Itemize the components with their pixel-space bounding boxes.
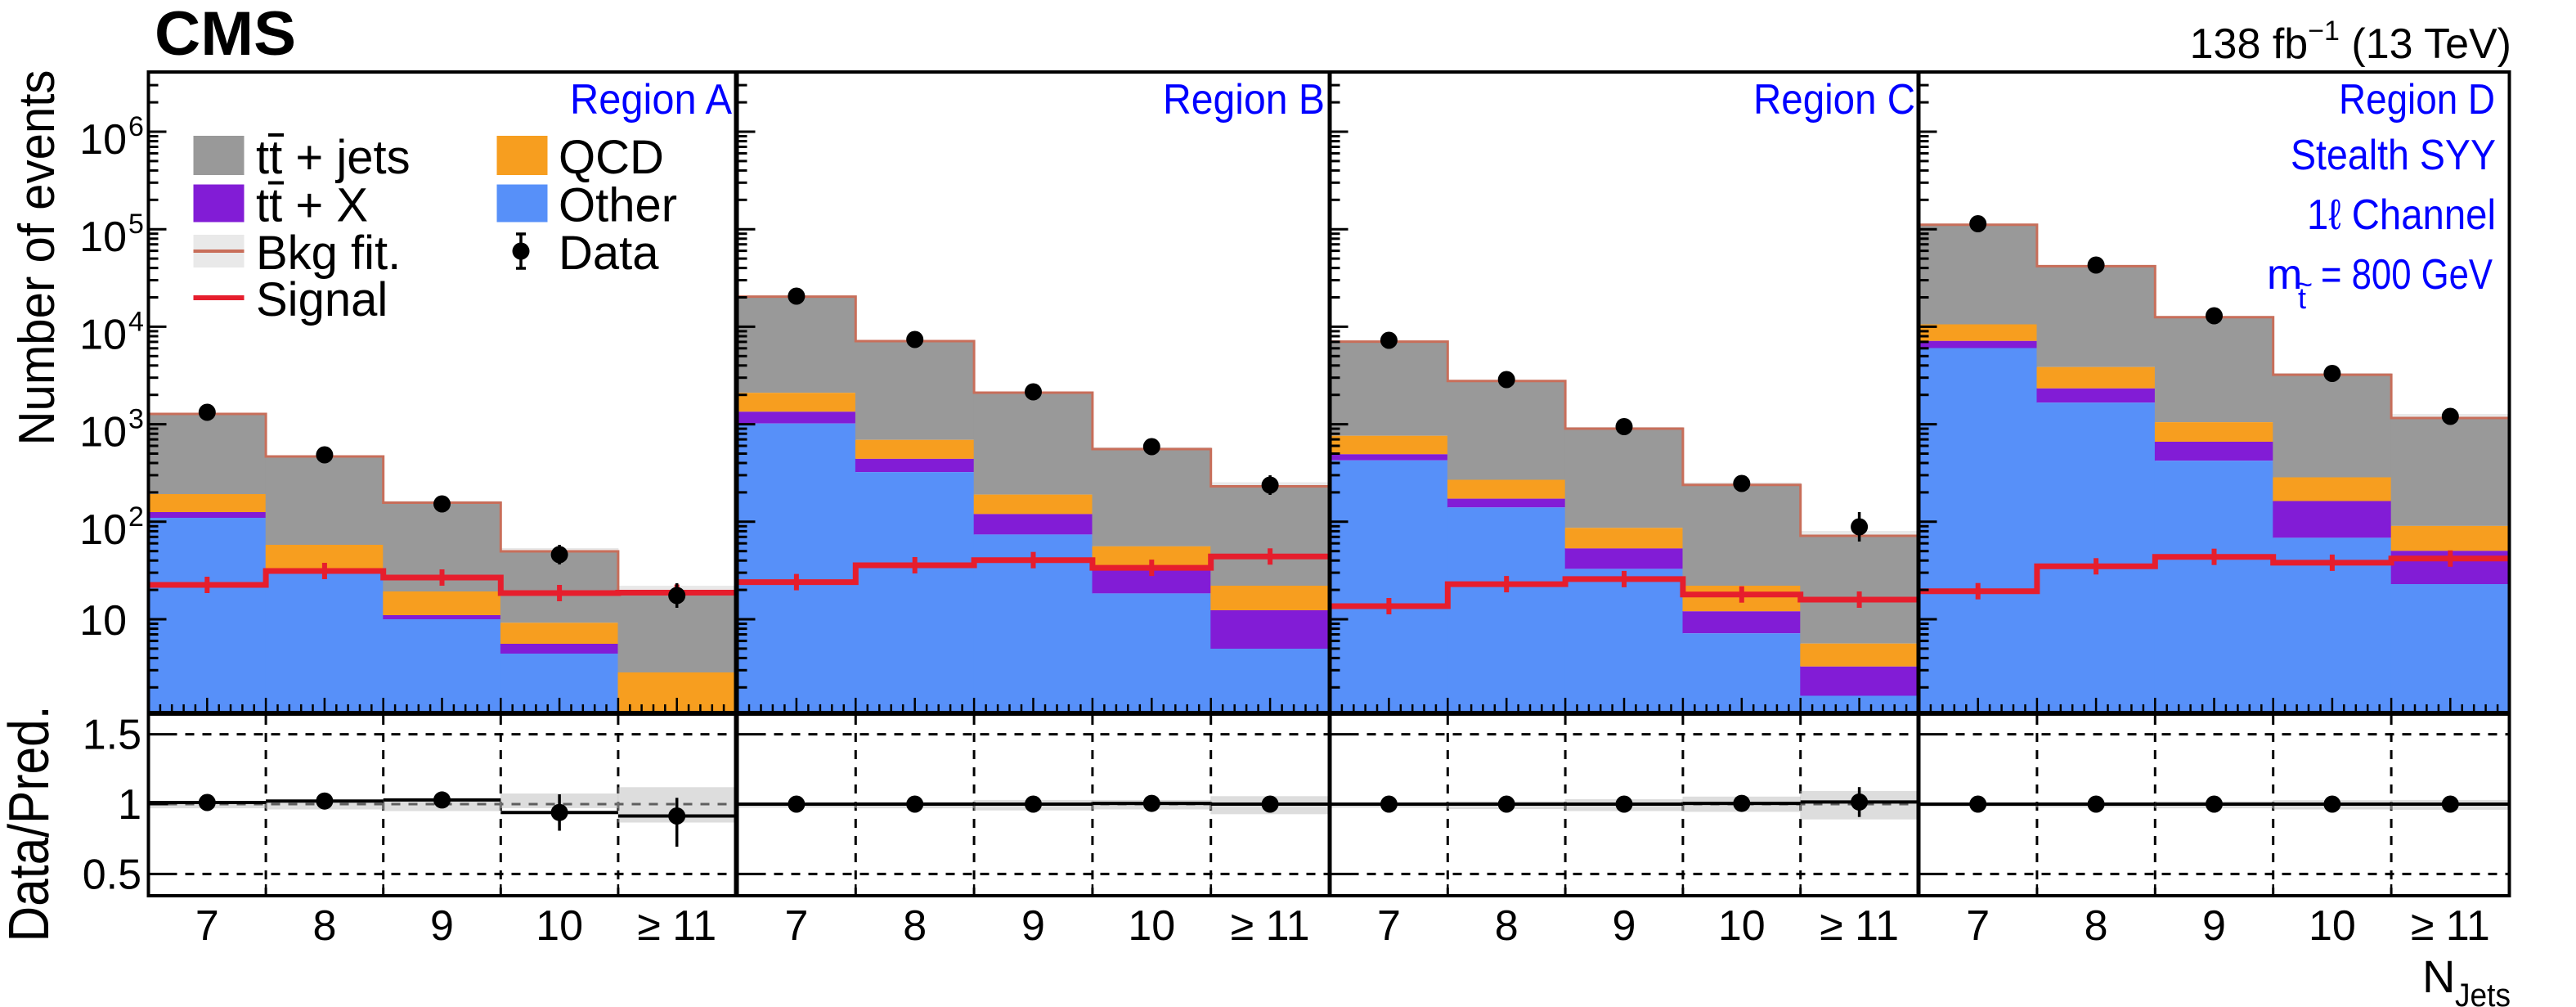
- svg-text:8: 8: [903, 902, 927, 950]
- svg-text:8: 8: [312, 902, 336, 950]
- svg-text:7: 7: [1377, 902, 1401, 950]
- svg-text:Region A: Region A: [570, 76, 732, 124]
- svg-text:8: 8: [1495, 902, 1519, 950]
- svg-text:N: N: [2422, 951, 2455, 1002]
- svg-text:10: 10: [536, 902, 583, 950]
- svg-text:10: 10: [79, 311, 127, 358]
- svg-text:Number of events: Number of events: [9, 70, 65, 446]
- svg-text:10: 10: [1128, 902, 1175, 950]
- svg-text:4: 4: [128, 306, 144, 337]
- svg-text:Bkg fit.: Bkg fit.: [256, 227, 401, 280]
- svg-text:Jets: Jets: [2455, 978, 2511, 1007]
- svg-text:6: 6: [128, 111, 144, 142]
- svg-text:t: t: [2298, 281, 2306, 315]
- svg-text:Data/Pred.: Data/Pred.: [0, 706, 61, 942]
- svg-text:10: 10: [1718, 902, 1766, 950]
- svg-text:7: 7: [1966, 902, 1990, 950]
- svg-text:8: 8: [2085, 902, 2108, 950]
- svg-text:Signal: Signal: [256, 273, 388, 326]
- svg-text:Region B: Region B: [1163, 76, 1325, 124]
- svg-text:10: 10: [79, 116, 127, 164]
- svg-text:Region D: Region D: [2339, 76, 2495, 124]
- svg-text:CMS: CMS: [155, 0, 296, 69]
- svg-text:10: 10: [79, 506, 127, 554]
- svg-text:tt + jets: tt + jets: [256, 131, 411, 184]
- svg-text:Other: Other: [559, 179, 677, 232]
- svg-text:QCD: QCD: [559, 131, 664, 184]
- svg-text:9: 9: [1021, 902, 1045, 950]
- svg-text:m: m: [2267, 251, 2302, 299]
- svg-text:~: ~: [2296, 267, 2313, 301]
- svg-text:9: 9: [2202, 902, 2226, 950]
- svg-text:Stealth SYY: Stealth SYY: [2291, 132, 2496, 179]
- svg-text:7: 7: [784, 902, 808, 950]
- svg-text:Region C: Region C: [1753, 76, 1915, 124]
- svg-text:1.5: 1.5: [83, 712, 141, 759]
- svg-text:tt + X: tt + X: [256, 179, 368, 232]
- svg-text:≥ 11: ≥ 11: [637, 902, 716, 950]
- svg-text:10: 10: [79, 214, 127, 261]
- svg-text:9: 9: [430, 902, 454, 950]
- svg-text:10: 10: [79, 409, 127, 456]
- svg-text:2: 2: [128, 501, 144, 533]
- svg-text:≥ 11: ≥ 11: [1820, 902, 1899, 950]
- svg-text:0.5: 0.5: [83, 851, 141, 898]
- svg-text:≥ 11: ≥ 11: [1231, 902, 1310, 950]
- svg-text:5: 5: [128, 209, 144, 240]
- svg-text:3: 3: [128, 404, 144, 435]
- svg-text:9: 9: [1613, 902, 1636, 950]
- svg-text:1: 1: [118, 781, 141, 829]
- svg-text:≥ 11: ≥ 11: [2411, 902, 2490, 950]
- svg-text:10: 10: [2309, 902, 2356, 950]
- svg-text:1ℓ Channel: 1ℓ Channel: [2307, 191, 2496, 239]
- svg-text:Data: Data: [559, 227, 659, 280]
- svg-text:10: 10: [79, 597, 127, 645]
- svg-text:138 fb−1 (13 TeV): 138 fb−1 (13 TeV): [2190, 16, 2511, 68]
- svg-text:7: 7: [195, 902, 219, 950]
- svg-text:= 800 GeV: = 800 GeV: [2321, 251, 2493, 299]
